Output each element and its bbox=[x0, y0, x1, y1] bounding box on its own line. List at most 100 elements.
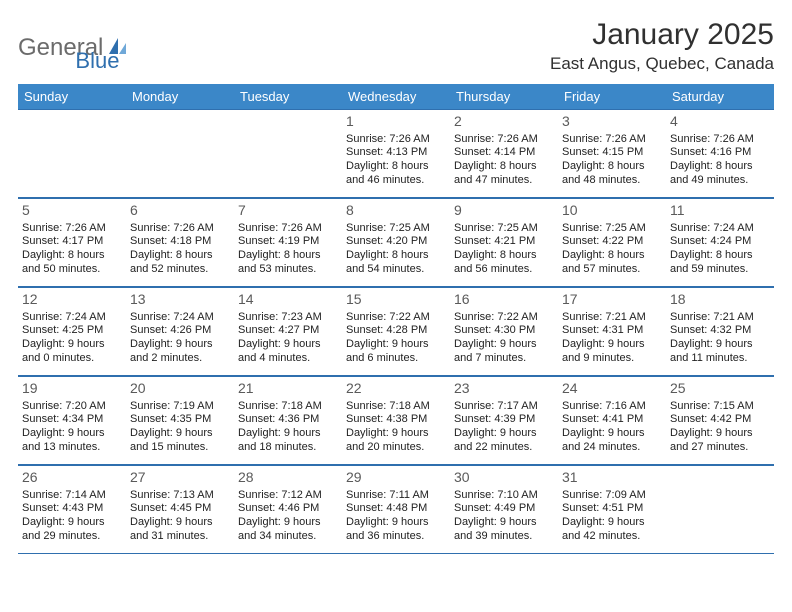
day-number: 13 bbox=[130, 291, 230, 309]
calendar-week: 1Sunrise: 7:26 AMSunset: 4:13 PMDaylight… bbox=[18, 109, 774, 198]
day-info-line: Sunset: 4:28 PM bbox=[346, 324, 446, 338]
day-info: Sunrise: 7:25 AMSunset: 4:22 PMDaylight:… bbox=[562, 222, 662, 277]
day-info: Sunrise: 7:12 AMSunset: 4:46 PMDaylight:… bbox=[238, 489, 338, 544]
calendar-cell: 5Sunrise: 7:26 AMSunset: 4:17 PMDaylight… bbox=[18, 198, 126, 286]
day-info-line: Sunrise: 7:26 AM bbox=[22, 222, 122, 236]
calendar-week: 26Sunrise: 7:14 AMSunset: 4:43 PMDayligh… bbox=[18, 465, 774, 554]
day-info-line: Sunrise: 7:23 AM bbox=[238, 311, 338, 325]
day-info-line: Sunset: 4:22 PM bbox=[562, 235, 662, 249]
day-info-line: Sunset: 4:19 PM bbox=[238, 235, 338, 249]
calendar-cell: 29 Sunrise: 7:11 AMSunset: 4:48 PMDayligh… bbox=[342, 465, 450, 553]
day-info-line: Daylight: 9 hours bbox=[562, 338, 662, 352]
day-info: Sunrise: 7:26 AMSunset: 4:14 PMDaylight:… bbox=[454, 133, 554, 188]
day-info-line: Daylight: 8 hours bbox=[130, 249, 230, 263]
day-info-line: and 9 minutes. bbox=[562, 352, 662, 366]
calendar-cell-empty bbox=[18, 109, 126, 197]
day-info-line: Sunset: 4:45 PM bbox=[130, 502, 230, 516]
day-info-line: Sunrise: 7:09 AM bbox=[562, 489, 662, 503]
day-info-line: and 57 minutes. bbox=[562, 263, 662, 277]
calendar-week: 5Sunrise: 7:26 AMSunset: 4:17 PMDaylight… bbox=[18, 198, 774, 287]
day-info-line: Sunrise: 7:16 AM bbox=[562, 400, 662, 414]
day-info: Sunrise: 7:26 AMSunset: 4:17 PMDaylight:… bbox=[22, 222, 122, 277]
day-info-line: and 56 minutes. bbox=[454, 263, 554, 277]
day-info-line: and 29 minutes. bbox=[22, 530, 122, 544]
day-info-line: Daylight: 8 hours bbox=[454, 249, 554, 263]
day-number: 31 bbox=[562, 469, 662, 487]
weekday-label: Tuesday bbox=[234, 84, 342, 109]
day-info-line: Sunrise: 7:24 AM bbox=[670, 222, 770, 236]
day-info-line: and 0 minutes. bbox=[22, 352, 122, 366]
day-info-line: and 13 minutes. bbox=[22, 441, 122, 455]
day-info-line: Sunset: 4:48 PM bbox=[346, 502, 446, 516]
day-info-line: Sunrise: 7:11 AM bbox=[346, 489, 446, 503]
day-info-line: Sunset: 4:36 PM bbox=[238, 413, 338, 427]
day-info-line: Daylight: 9 hours bbox=[22, 516, 122, 530]
day-info-line: Sunrise: 7:15 AM bbox=[670, 400, 770, 414]
day-number: 14 bbox=[238, 291, 338, 309]
day-info-line: Sunrise: 7:20 AM bbox=[22, 400, 122, 414]
day-info: Sunrise: 7:24 AMSunset: 4:26 PMDaylight:… bbox=[130, 311, 230, 366]
day-info-line: Sunset: 4:42 PM bbox=[670, 413, 770, 427]
day-number: 24 bbox=[562, 380, 662, 398]
day-info-line: Daylight: 9 hours bbox=[346, 338, 446, 352]
day-info-line: Sunrise: 7:19 AM bbox=[130, 400, 230, 414]
calendar-cell: 20Sunrise: 7:19 AMSunset: 4:35 PMDayligh… bbox=[126, 376, 234, 464]
calendar-cell: 10Sunrise: 7:25 AMSunset: 4:22 PMDayligh… bbox=[558, 198, 666, 286]
day-info: Sunrise: 7:11 AMSunset: 4:48 PMDaylight:… bbox=[346, 489, 446, 544]
day-number: 1 bbox=[346, 113, 446, 131]
calendar-cell: 28 Sunrise: 7:12 AMSunset: 4:46 PMDayligh… bbox=[234, 465, 342, 553]
day-number: 3 bbox=[562, 113, 662, 131]
calendar-cell: 3Sunrise: 7:26 AMSunset: 4:15 PMDaylight… bbox=[558, 109, 666, 197]
day-info: Sunrise: 7:23 AMSunset: 4:27 PMDaylight:… bbox=[238, 311, 338, 366]
day-number: 30 bbox=[454, 469, 554, 487]
day-info-line: Daylight: 9 hours bbox=[670, 338, 770, 352]
day-info-line: Sunrise: 7:18 AM bbox=[238, 400, 338, 414]
brand-part2: Blue bbox=[75, 48, 119, 74]
day-number: 16 bbox=[454, 291, 554, 309]
day-info: Sunrise: 7:18 AMSunset: 4:38 PMDaylight:… bbox=[346, 400, 446, 455]
title-block: January 2025 East Angus, Quebec, Canada bbox=[550, 18, 774, 74]
day-info-line: Sunset: 4:13 PM bbox=[346, 146, 446, 160]
day-info-line: Daylight: 8 hours bbox=[22, 249, 122, 263]
day-info-line: Daylight: 8 hours bbox=[562, 160, 662, 174]
day-number: 29 bbox=[346, 469, 446, 487]
day-info-line: Daylight: 8 hours bbox=[562, 249, 662, 263]
day-info-line: Daylight: 9 hours bbox=[562, 427, 662, 441]
day-info-line: and 27 minutes. bbox=[670, 441, 770, 455]
day-info: Sunrise: 7:22 AMSunset: 4:30 PMDaylight:… bbox=[454, 311, 554, 366]
day-info-line: and 52 minutes. bbox=[130, 263, 230, 277]
calendar-cell: 27Sunrise: 7:13 AMSunset: 4:45 PMDayligh… bbox=[126, 465, 234, 553]
day-info-line: and 46 minutes. bbox=[346, 174, 446, 188]
day-info-line: Sunset: 4:30 PM bbox=[454, 324, 554, 338]
calendar-cell: 6Sunrise: 7:26 AMSunset: 4:18 PMDaylight… bbox=[126, 198, 234, 286]
header: General Blue January 2025 East Angus, Qu… bbox=[18, 18, 774, 74]
day-info-line: Daylight: 9 hours bbox=[130, 516, 230, 530]
day-info-line: Sunset: 4:49 PM bbox=[454, 502, 554, 516]
calendar-week: 19Sunrise: 7:20 AMSunset: 4:34 PMDayligh… bbox=[18, 376, 774, 465]
day-number: 28 bbox=[238, 469, 338, 487]
day-info-line: Daylight: 8 hours bbox=[346, 249, 446, 263]
day-info-line: Daylight: 9 hours bbox=[670, 427, 770, 441]
calendar-cell: 30Sunrise: 7:10 AMSunset: 4:49 PMDayligh… bbox=[450, 465, 558, 553]
day-info-line: and 31 minutes. bbox=[130, 530, 230, 544]
calendar-cell: 25 Sunrise: 7:15 AMSunset: 4:42 PMDayligh… bbox=[666, 376, 774, 464]
calendar-cell: 23Sunrise: 7:17 AMSunset: 4:39 PMDayligh… bbox=[450, 376, 558, 464]
day-number: 22 bbox=[346, 380, 446, 398]
day-info-line: and 4 minutes. bbox=[238, 352, 338, 366]
day-info-line: and 24 minutes. bbox=[562, 441, 662, 455]
day-info: Sunrise: 7:20 AMSunset: 4:34 PMDaylight:… bbox=[22, 400, 122, 455]
day-info-line: and 22 minutes. bbox=[454, 441, 554, 455]
day-info-line: Sunset: 4:39 PM bbox=[454, 413, 554, 427]
day-number: 25 bbox=[670, 380, 770, 398]
calendar-cell: 18Sunrise: 7:21 AMSunset: 4:32 PMDayligh… bbox=[666, 287, 774, 375]
day-info-line: Daylight: 8 hours bbox=[346, 160, 446, 174]
day-info-line: Sunset: 4:27 PM bbox=[238, 324, 338, 338]
day-info-line: and 36 minutes. bbox=[346, 530, 446, 544]
day-number: 12 bbox=[22, 291, 122, 309]
day-number: 23 bbox=[454, 380, 554, 398]
day-info-line: Sunset: 4:34 PM bbox=[22, 413, 122, 427]
calendar-cell: 26Sunrise: 7:14 AMSunset: 4:43 PMDayligh… bbox=[18, 465, 126, 553]
day-info-line: Sunset: 4:51 PM bbox=[562, 502, 662, 516]
day-info-line: Sunset: 4:46 PM bbox=[238, 502, 338, 516]
location: East Angus, Quebec, Canada bbox=[550, 54, 774, 74]
